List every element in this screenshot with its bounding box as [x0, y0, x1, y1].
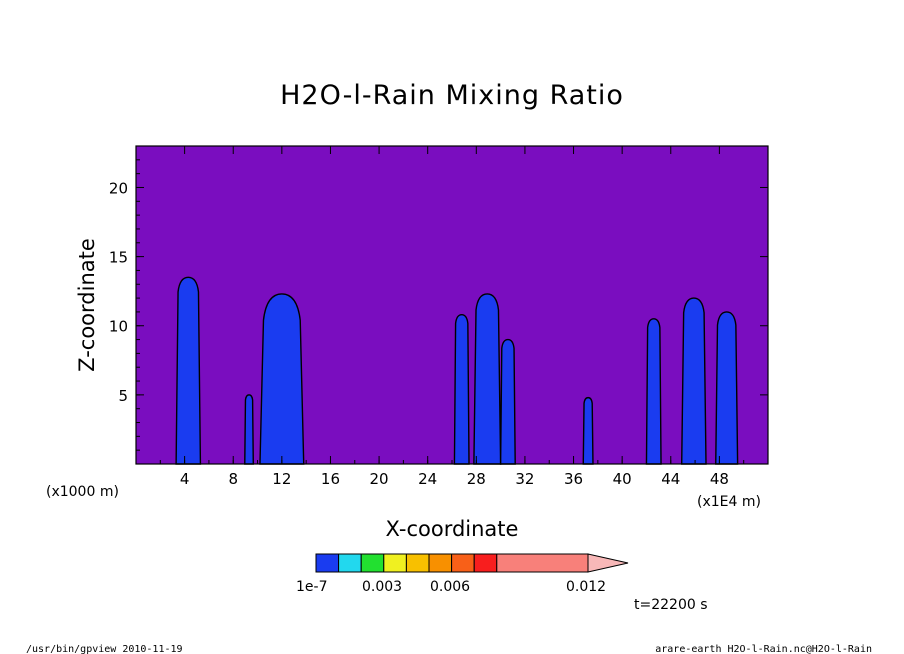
x-tick-label: 44 [661, 470, 680, 488]
colorbar-segment [473, 553, 498, 573]
x-tick-label: 16 [321, 470, 340, 488]
x-unit-left: (x1000 m) [46, 484, 119, 500]
rain-column-10 [715, 311, 739, 465]
x-tick-label: 24 [418, 470, 437, 488]
y-tick-label: 10 [109, 318, 128, 336]
rain-column-6 [499, 338, 516, 465]
rain-column-2 [244, 394, 254, 465]
chart-title: H2O-l-Rain Mixing Ratio [280, 80, 624, 111]
colorbar-label-2: 0.003 [362, 579, 402, 595]
colorbar-segment [451, 553, 475, 573]
x-axis-label: X-coordinate [386, 517, 519, 541]
x-tick-label: 12 [272, 470, 291, 488]
x-tick-label: 48 [710, 470, 729, 488]
y-tick-label: 15 [109, 249, 128, 267]
rain-column-8 [645, 318, 662, 465]
x-unit-right: (x1E4 m) [697, 494, 761, 510]
colorbar-label-1: 1e-7 [296, 579, 327, 595]
x-tick-label: 32 [515, 470, 534, 488]
x-tick-label: 8 [228, 470, 238, 488]
x-axis-ticks: 4 8 12 16 20 24 28 32 36 40 44 48 [159, 146, 745, 488]
y-axis-label: Z-coordinate [75, 238, 99, 372]
colorbar-label-4: 0.012 [566, 579, 606, 595]
y-axis-ticks: 5 10 15 20 [109, 159, 768, 451]
y-tick-label: 5 [118, 387, 128, 405]
x-tick-label: 4 [180, 470, 190, 488]
x-tick-label: 28 [467, 470, 486, 488]
rain-column-9 [680, 297, 707, 465]
footer-left: /usr/bin/gpview 2010-11-19 [26, 644, 183, 654]
colorbar-segment [338, 553, 362, 573]
time-label: t=22200 s [634, 597, 708, 613]
colorbar-label-3: 0.006 [430, 579, 470, 595]
colorbar-segment [360, 553, 385, 573]
colorbar-segment [405, 553, 430, 573]
colorbar-arrow [587, 553, 629, 573]
footer-right: arare-earth_H2O-l-Rain.nc@H2O-l-Rain [655, 644, 872, 654]
colorbar-segment [428, 553, 453, 573]
plot-background [136, 146, 768, 464]
rain-column-5 [473, 293, 502, 465]
x-tick-label: 40 [613, 470, 632, 488]
rain-column-3 [259, 293, 305, 465]
colorbar-segment [496, 553, 589, 573]
x-tick-label: 36 [564, 470, 583, 488]
rain-columns [175, 276, 739, 465]
rain-column-7 [582, 396, 594, 465]
y-tick-label: 20 [109, 179, 128, 197]
rain-column-4 [453, 313, 470, 465]
colorbar-segment [383, 553, 407, 573]
x-tick-label: 20 [370, 470, 389, 488]
rain-column-1 [175, 276, 202, 465]
colorbar-segment [315, 553, 340, 573]
colorbar [315, 553, 629, 573]
